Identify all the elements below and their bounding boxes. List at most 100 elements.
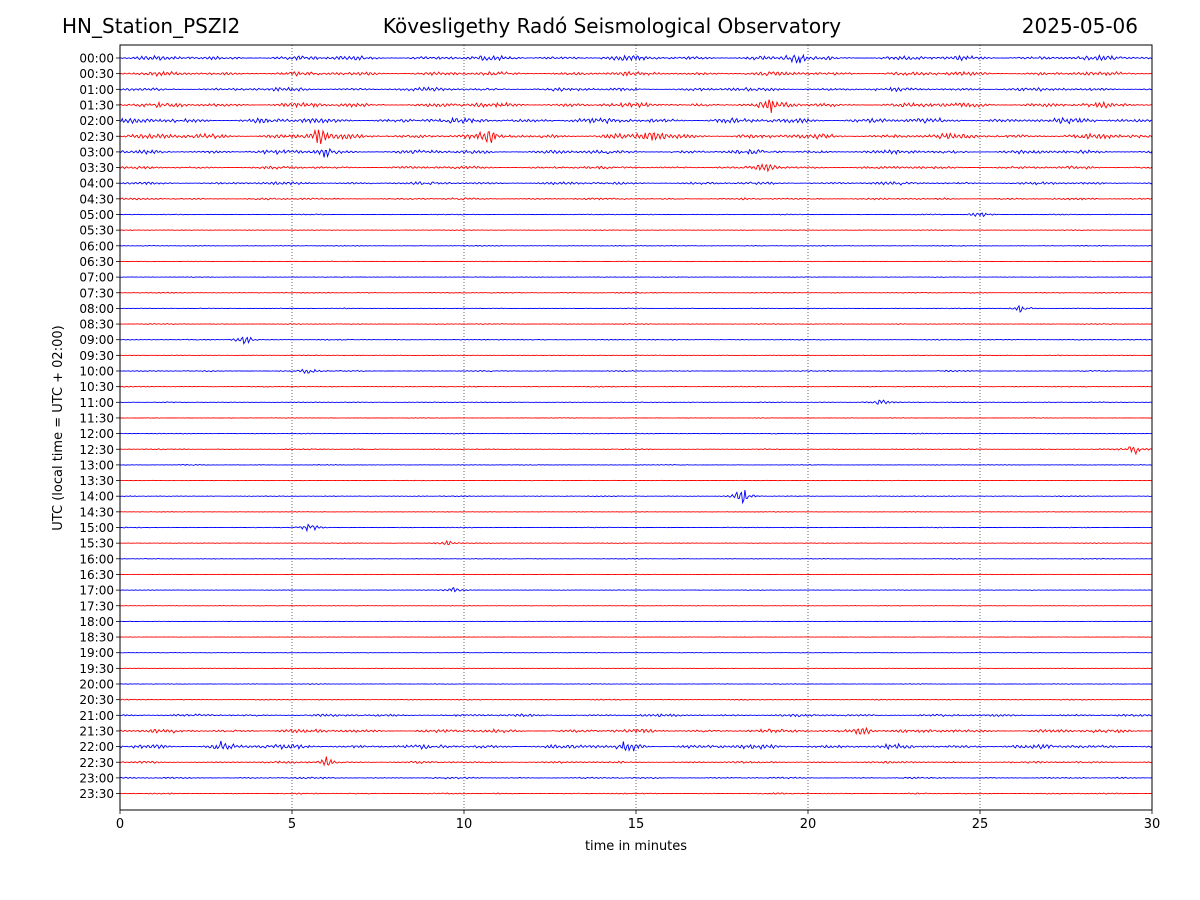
- trace-0530: [119, 229, 1152, 232]
- trace-2030: [120, 698, 1153, 701]
- trace-0700: [119, 276, 1153, 278]
- x-tick-label-15: 15: [628, 817, 645, 832]
- trace-0730: [119, 291, 1152, 294]
- trace-0800: [119, 304, 1153, 313]
- y-tick-label-1500: 15:00: [79, 521, 114, 535]
- y-tick-label-0430: 04:30: [79, 192, 114, 206]
- trace-2100: [119, 713, 1153, 718]
- trace-1200: [119, 432, 1153, 435]
- trace-0200: [119, 116, 1153, 125]
- y-tick-label-2200: 22:00: [79, 740, 114, 754]
- y-tick-label-1600: 16:00: [79, 552, 114, 566]
- y-tick-label-2030: 20:30: [79, 693, 114, 707]
- y-tick-label-0000: 00:00: [79, 52, 114, 66]
- trace-1630: [119, 573, 1153, 576]
- trace-1000: [119, 368, 1153, 374]
- y-tick-label-2230: 22:30: [79, 756, 114, 770]
- trace-1330: [120, 479, 1153, 482]
- trace-1700: [119, 587, 1153, 593]
- trace-0600: [119, 244, 1153, 247]
- trace-2000: [119, 683, 1152, 685]
- y-tick-label-2130: 21:30: [79, 724, 114, 738]
- record-date: 2025-05-06: [1021, 14, 1138, 38]
- y-tick-label-0500: 05:00: [79, 208, 114, 222]
- y-tick-label-1100: 11:00: [79, 396, 114, 410]
- y-tick-label-0130: 01:30: [79, 98, 114, 112]
- trace-1230: [119, 446, 1153, 456]
- y-tick-label-2000: 20:00: [79, 678, 114, 692]
- y-tick-label-1430: 14:30: [79, 505, 114, 519]
- trace-0430: [119, 197, 1153, 201]
- trace-0000: [119, 53, 1153, 64]
- trace-0830: [119, 323, 1153, 326]
- y-tick-label-0300: 03:00: [79, 145, 114, 159]
- observatory-title: Kövesligethy Radó Seismological Observat…: [382, 14, 842, 38]
- trace-1130: [120, 417, 1153, 419]
- x-tick-label-10: 10: [456, 817, 473, 832]
- y-tick-label-0030: 00:30: [79, 67, 114, 81]
- y-tick-label-1800: 18:00: [79, 615, 114, 629]
- trace-0130: [119, 99, 1153, 114]
- trace-0630: [119, 260, 1152, 263]
- y-tick-label-1700: 17:00: [79, 584, 114, 598]
- trace-0930: [119, 354, 1152, 357]
- x-axis-label: time in minutes: [585, 839, 687, 854]
- trace-1530: [119, 539, 1153, 546]
- y-tick-label-0800: 08:00: [79, 302, 114, 316]
- trace-2330: [119, 792, 1152, 795]
- y-tick-label-1230: 12:30: [79, 443, 114, 457]
- trace-1400: [119, 489, 1153, 505]
- trace-2130: [119, 726, 1153, 736]
- x-tick-label-0: 0: [116, 817, 124, 832]
- trace-1100: [120, 399, 1153, 405]
- y-tick-label-0600: 06:00: [79, 239, 114, 253]
- y-tick-label-1030: 10:30: [79, 380, 114, 394]
- y-tick-label-1530: 15:30: [79, 537, 114, 551]
- trace-2200: [119, 740, 1153, 752]
- y-tick-label-2300: 23:00: [79, 771, 114, 785]
- y-tick-label-1000: 10:00: [79, 365, 114, 379]
- y-tick-label-1900: 19:00: [79, 646, 114, 660]
- x-tick-label-5: 5: [288, 817, 296, 832]
- trace-1030: [119, 385, 1153, 388]
- trace-0500: [119, 212, 1153, 218]
- trace-1600: [119, 558, 1153, 560]
- trace-2300: [119, 776, 1153, 780]
- grid-lines: [291, 45, 981, 810]
- y-tick-label-1930: 19:30: [79, 662, 114, 676]
- y-tick-label-0330: 03:30: [79, 161, 114, 175]
- trace-1830: [119, 636, 1153, 638]
- x-tick-label-20: 20: [800, 817, 817, 832]
- x-tick-label-25: 25: [972, 817, 989, 832]
- trace-1930: [120, 667, 1152, 670]
- trace-0100: [119, 86, 1153, 93]
- trace-0030: [119, 70, 1153, 77]
- trace-1300: [119, 463, 1153, 466]
- trace-0230: [119, 128, 1153, 144]
- trace-2230: [119, 756, 1153, 767]
- trace-0300: [119, 147, 1153, 159]
- y-tick-label-0730: 07:30: [79, 286, 114, 300]
- y-tick-label-2100: 21:00: [79, 709, 114, 723]
- trace-1430: [119, 511, 1152, 513]
- y-axis-label: UTC (local time = UTC + 02:00): [51, 325, 66, 530]
- y-tick-label-0700: 07:00: [79, 271, 114, 285]
- y-tick-label-1330: 13:30: [79, 474, 114, 488]
- seismic-traces: [119, 53, 1153, 795]
- trace-0330: [119, 162, 1153, 173]
- y-tick-label-0900: 09:00: [79, 333, 114, 347]
- trace-0400: [119, 180, 1153, 186]
- y-tick-label-0230: 02:30: [79, 130, 114, 144]
- y-tick-label-0530: 05:30: [79, 224, 114, 238]
- station-name: HN_Station_PSZI2: [62, 14, 241, 38]
- y-tick-label-0630: 06:30: [79, 255, 114, 269]
- y-tick-label-0830: 08:30: [79, 318, 114, 332]
- y-tick-label-1830: 18:30: [79, 631, 114, 645]
- y-tick-label-0930: 09:30: [79, 349, 114, 363]
- y-tick-label-1200: 12:00: [79, 427, 114, 441]
- y-tick-label-0100: 01:00: [79, 83, 114, 97]
- y-tick-label-1630: 16:30: [79, 568, 114, 582]
- y-tick-label-2330: 23:30: [79, 787, 114, 801]
